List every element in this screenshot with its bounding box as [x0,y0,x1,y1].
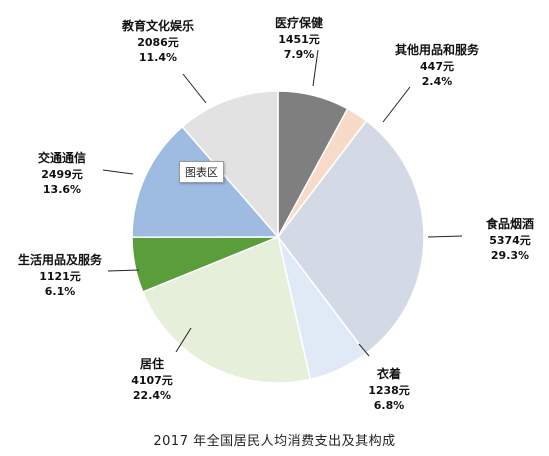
slice-label: 交通通信 2499元 13.6% [38,150,86,196]
slice-value-label: 2086元 [137,36,179,49]
slice-name-label: 交通通信 [38,150,86,165]
leader-line [358,343,370,357]
slice-percent-label: 6.8% [374,399,405,412]
slice-percent-label: 7.9% [284,48,315,61]
slice-label: 居住 4107元 22.4% [131,356,173,402]
slice-percent-label: 13.6% [43,183,81,196]
leader-line [107,269,140,272]
slice-percent-label: 29.3% [491,249,529,262]
chart-area-tooltip: 图表区 [179,161,224,183]
slice-value-label: 4107元 [131,374,173,387]
slice-value-label: 5374元 [489,234,531,247]
slice-name-label: 教育文化娱乐 [121,18,194,33]
slice-name-label: 居住 [140,356,164,371]
pie-slice [277,119,425,355]
leader-line [102,169,134,175]
slice-value-label: 1121元 [39,270,81,283]
slice-label: 其他用品和服务 447元 2.4% [395,42,480,88]
slice-name-label: 医疗保健 [275,15,324,30]
slice-value-label: 447元 [420,60,454,73]
slice-percent-label: 6.1% [45,285,76,298]
slice-name-label: 生活用品及服务 [18,252,103,267]
slice-label: 教育文化娱乐 2086元 11.4% [121,18,194,64]
pie-slice [141,235,312,384]
slice-label: 医疗保健 1451元 7.9% [275,15,324,61]
leader-line [427,235,463,238]
slice-label: 衣着 1238元 6.8% [368,366,410,412]
leader-line [382,86,411,123]
slice-name-label: 其他用品和服务 [395,42,480,57]
slice-percent-label: 2.4% [422,75,453,88]
leader-line [175,327,192,353]
slice-value-label: 2499元 [41,168,83,181]
slice-label: 生活用品及服务 1121元 6.1% [18,252,103,298]
slice-percent-label: 11.4% [139,51,177,64]
leader-line [182,73,207,104]
slice-label: 食品烟酒 5374元 29.3% [485,216,534,262]
leader-line [312,49,319,87]
slice-percent-label: 22.4% [133,389,171,402]
pie-slice [181,90,279,240]
slice-value-label: 1238元 [368,384,410,397]
chart-title: 2017 年全国居民人均消费支出及其构成 [153,434,396,449]
slice-value-label: 1451元 [278,33,320,46]
slice-name-label: 衣着 [377,366,401,381]
slice-name-label: 食品烟酒 [485,216,534,231]
